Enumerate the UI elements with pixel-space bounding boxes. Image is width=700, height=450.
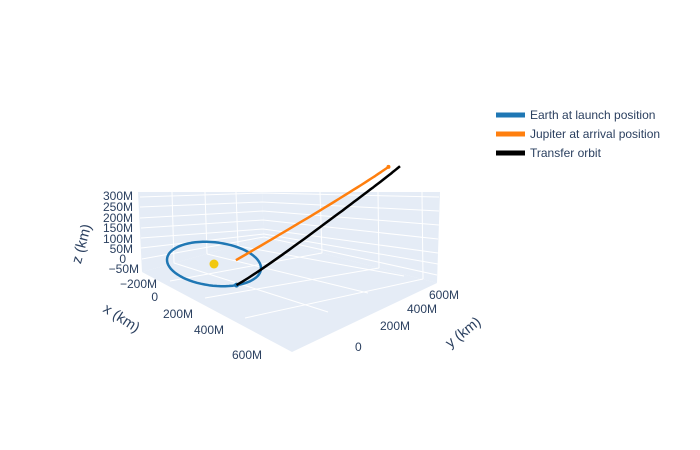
gridline (139, 210, 440, 226)
x-axis-title: x (km) (100, 301, 142, 336)
legend-label: Transfer orbit (530, 146, 602, 160)
gridline (171, 191, 175, 264)
x-tick-label: 200M (163, 307, 193, 321)
legend: Earth at launch position Jupiter at arri… (496, 108, 660, 160)
gridline (169, 252, 323, 282)
legend-label: Earth at launch position (530, 108, 655, 122)
z-axis-title: z (km) (69, 222, 95, 265)
legend-label: Jupiter at arrival position (530, 127, 660, 141)
y-tick-label: 0 (355, 340, 362, 354)
gridline (204, 191, 208, 255)
legend-item[interactable]: Transfer orbit (496, 146, 602, 160)
z-tick-labels: 300M 250M 200M 150M 100M 50M 0 −50M (103, 189, 139, 276)
x-tick-label: 0 (151, 290, 158, 304)
x-tick-labels: −200M 0 200M 400M 600M (120, 277, 262, 362)
gridline (140, 228, 439, 254)
sun-marker (209, 259, 219, 269)
jupiter-arc-line (235, 165, 390, 262)
gridline (237, 245, 405, 277)
gridline (139, 192, 440, 198)
gridline (139, 201, 440, 212)
z-tick-label: 0 (119, 252, 126, 266)
scene-grid (139, 191, 440, 319)
y-tick-label: 200M (380, 319, 410, 333)
z-tick-label: −50M (109, 262, 139, 276)
y-axis-title: y (km) (443, 314, 485, 351)
gridline (421, 191, 424, 280)
gridline (377, 191, 380, 269)
z-tick-label: 150M (103, 221, 133, 235)
gridline (206, 253, 369, 294)
gridline (235, 191, 239, 247)
y-tick-label: 400M (407, 302, 437, 316)
traces-layer (165, 164, 401, 288)
transfer-orbit-line (235, 165, 401, 287)
gridline (244, 278, 424, 319)
z-tick-label: 100M (103, 232, 133, 246)
y-tick-labels: 0 200M 400M 600M (355, 288, 459, 354)
gridline (140, 219, 439, 240)
gridline (204, 267, 380, 299)
gridline (140, 233, 439, 265)
jupiter-position-marker (386, 164, 391, 169)
x-tick-label: −200M (120, 277, 157, 291)
y-tick-label: 600M (429, 288, 459, 302)
x-tick-label: 600M (232, 348, 262, 362)
z-tick-label: 50M (110, 242, 133, 256)
gridline (319, 191, 323, 254)
z-tick-label: 200M (103, 211, 133, 225)
x-tick-label: 400M (194, 323, 224, 337)
legend-item[interactable]: Earth at launch position (496, 108, 655, 122)
z-tick-label: 250M (103, 200, 133, 214)
z-tick-label: 300M (103, 189, 133, 203)
gridline (173, 262, 329, 313)
legend-item[interactable]: Jupiter at arrival position (496, 127, 660, 141)
